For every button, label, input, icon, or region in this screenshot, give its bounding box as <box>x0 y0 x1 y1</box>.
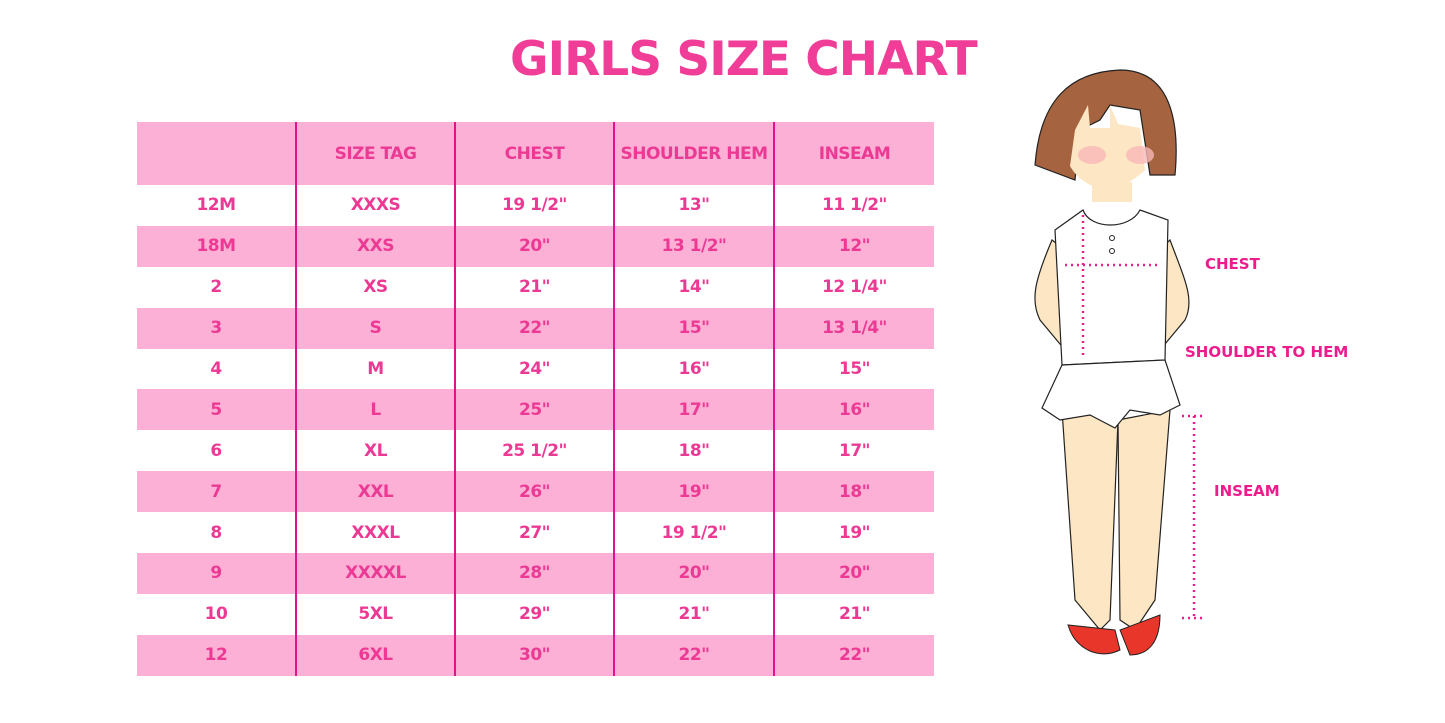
table-cell: 27" <box>454 512 614 554</box>
table-cell: 12 1/4" <box>773 266 934 308</box>
table-row: 5 L 25" 17" 16" <box>137 389 934 431</box>
table-cell: XS <box>295 266 455 308</box>
page-title: GIRLS SIZE CHART <box>510 32 978 87</box>
table-cell: 15" <box>773 348 934 390</box>
table-cell: 9 <box>137 553 296 594</box>
table-cell: S <box>295 307 455 349</box>
table-cell: 14" <box>613 266 774 308</box>
table-cell: 24" <box>454 348 614 390</box>
table-cell: 20" <box>613 553 774 594</box>
table-row: 9 XXXXL 28" 20" 20" <box>137 553 934 594</box>
table-cell: 7 <box>137 471 296 513</box>
hair <box>1034 69 1177 181</box>
table-cell: 20" <box>454 225 614 267</box>
table-cell: 21" <box>773 593 934 635</box>
table-cell: 22" <box>454 307 614 349</box>
table-cell: 19" <box>613 471 774 513</box>
table-cell: 22" <box>773 634 934 676</box>
table-row: 8 XXXL 27" 19 1/2" 19" <box>137 512 934 554</box>
table-cell: 16" <box>613 348 774 390</box>
chest-label: CHEST <box>1205 255 1260 273</box>
table-cell: XXL <box>295 471 455 513</box>
table-cell: 26" <box>454 471 614 513</box>
table-header-row: SIZE TAG CHEST SHOULDER HEM INSEAM <box>137 122 934 185</box>
table-cell: 2 <box>210 277 222 298</box>
column-header <box>137 122 296 185</box>
shoulder-to-hem-label: SHOULDER TO HEM <box>1185 343 1349 361</box>
table-cell: 6 <box>210 440 222 461</box>
table-row: 3 S 22" 15" 13 1/4" <box>137 307 934 349</box>
table-cell: 12M <box>196 195 236 216</box>
table-row: 10 5XL 29" 21" 21" <box>137 593 934 635</box>
column-header: SHOULDER HEM <box>613 122 774 185</box>
column-header: INSEAM <box>773 122 934 185</box>
table-cell: 15" <box>613 307 774 349</box>
table-cell: 16" <box>773 389 934 431</box>
skirt <box>1041 359 1181 429</box>
shoe <box>1067 624 1121 655</box>
table-cell: 8 <box>210 522 222 543</box>
table-cell: 13" <box>613 185 774 226</box>
table-cell: 18" <box>773 471 934 513</box>
table-cell: L <box>295 389 455 431</box>
table-cell: 4 <box>210 359 222 379</box>
table-cell: XXXL <box>295 512 455 554</box>
table-cell: 22" <box>613 634 774 676</box>
table-cell: 25 1/2" <box>454 430 614 472</box>
table-cell: XXXS <box>295 185 455 226</box>
table-cell: 5XL <box>295 593 455 635</box>
table-cell: 13 1/2" <box>613 225 774 267</box>
table-cell: 21" <box>613 593 774 635</box>
table-cell: 12" <box>773 225 934 267</box>
table-cell: 19 1/2" <box>613 512 774 554</box>
table-cell: 12 <box>137 634 296 676</box>
girl-illustration <box>1034 69 1202 656</box>
table-row: 4 M 24" 16" 15" <box>137 348 934 390</box>
table-cell: 17" <box>773 430 934 472</box>
table-cell: 25" <box>454 389 614 431</box>
table-cell: 5 <box>137 389 296 431</box>
inseam-label: INSEAM <box>1214 482 1280 500</box>
table-cell: 6XL <box>295 634 455 676</box>
table-cell: 19" <box>773 512 934 554</box>
table-row: 18M XXS 20" 13 1/2" 12" <box>137 225 934 267</box>
shirt <box>1054 209 1169 366</box>
table-cell: 13 1/4" <box>773 307 934 349</box>
table-cell: 18M <box>137 225 296 267</box>
table-cell: XXS <box>295 225 455 267</box>
table-cell: M <box>295 348 455 390</box>
table-cell: 20" <box>773 553 934 594</box>
table-cell: 18" <box>613 430 774 472</box>
table-cell: 19 1/2" <box>454 185 614 226</box>
table-cell: 29" <box>454 593 614 635</box>
table-cell: 10 <box>204 604 228 625</box>
size-table: SIZE TAG CHEST SHOULDER HEM INSEAM 12M XXXS 1… <box>137 122 934 676</box>
shoe <box>1119 614 1161 656</box>
table-cell: XXXXL <box>295 553 455 594</box>
table-row: 12M XXXS 19 1/2" 13" 11 1/2" <box>137 185 934 226</box>
table-row: 2 XS 21" 14" 12 1/4" <box>137 266 934 308</box>
table-cell: 3 <box>137 307 296 349</box>
column-header: SIZE TAG <box>295 122 455 185</box>
table-cell: XL <box>295 430 455 472</box>
table-row: 6 XL 25 1/2" 18" 17" <box>137 430 934 472</box>
table-cell: 21" <box>454 266 614 308</box>
face <box>1070 105 1145 189</box>
table-cell: 30" <box>454 634 614 676</box>
table-row: 12 6XL 30" 22" 22" <box>137 634 934 676</box>
table-cell: 28" <box>454 553 614 594</box>
table-cell: 17" <box>613 389 774 431</box>
table-cell: 11 1/2" <box>773 185 934 226</box>
table-row: 7 XXL 26" 19" 18" <box>137 471 934 513</box>
column-header: CHEST <box>454 122 614 185</box>
